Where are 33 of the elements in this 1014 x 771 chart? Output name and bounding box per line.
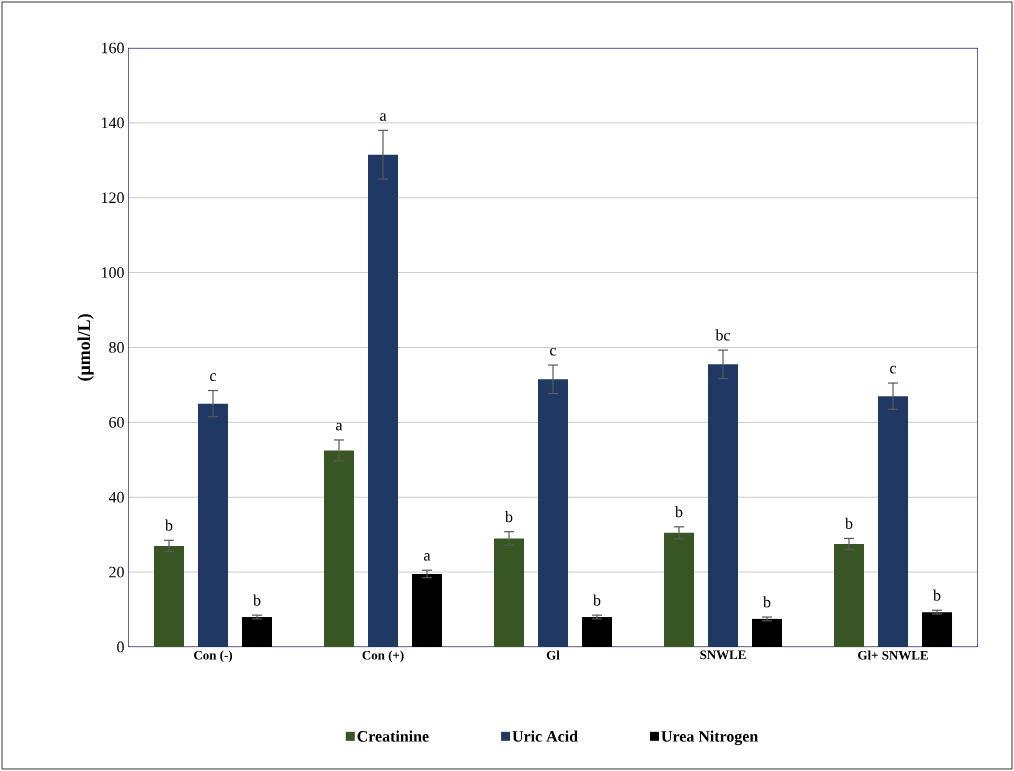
annotation: b [763, 596, 771, 608]
annotation: b [845, 517, 853, 529]
x-tick-label: Gl+ SNWLE [858, 650, 928, 660]
x-tick-label: SNWLE [700, 650, 746, 660]
x-tick-label: Gl [546, 650, 560, 660]
y-tick-label: 60 [109, 416, 124, 428]
x-tick-label: Con (+) [362, 650, 404, 663]
annotation: a [424, 553, 431, 561]
x-tick-label: Con (-) [194, 650, 233, 663]
annotation: bc [715, 329, 731, 341]
legend-label: Uric Acid [512, 730, 578, 742]
annotation: c [210, 373, 217, 382]
annotation: b [165, 519, 173, 531]
annotation: b [933, 589, 941, 601]
y-tick-label: 140 [101, 117, 124, 129]
annotation: b [253, 594, 261, 606]
y-tick-label: 0 [117, 641, 124, 653]
annotation: b [505, 510, 513, 523]
y-tick-label: 20 [109, 566, 124, 578]
y-tick-label: 80 [109, 342, 124, 353]
annotation: a [380, 113, 387, 121]
y-tick-label: 100 [101, 267, 124, 278]
y-tick-label: 120 [101, 192, 124, 204]
annotation: b [675, 506, 683, 518]
annotation: b [593, 594, 601, 606]
legend-label: Urea Nitrogen [661, 730, 759, 746]
annotation: a [336, 422, 343, 431]
y-tick-label: 40 [108, 491, 124, 503]
y-axis-title: (µmol/L) [77, 314, 94, 381]
legend-label: Creatinine [357, 730, 429, 742]
y-tick-label: 160 [101, 42, 124, 54]
annotation: c [550, 347, 557, 356]
annotation: c [890, 365, 897, 374]
